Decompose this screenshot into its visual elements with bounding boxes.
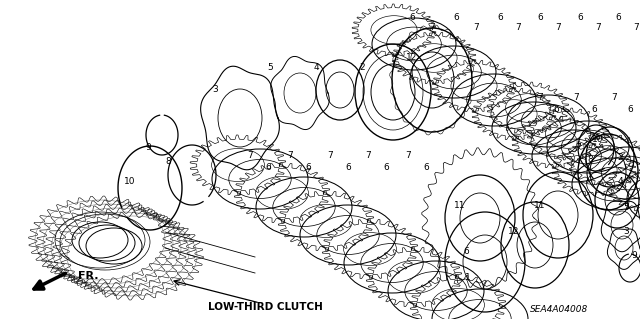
Text: 7: 7 (515, 24, 521, 33)
Text: 1: 1 (465, 273, 471, 283)
Text: 6: 6 (497, 13, 503, 23)
Text: 6: 6 (627, 106, 633, 115)
Text: 6: 6 (615, 13, 621, 23)
Text: 7: 7 (473, 24, 479, 33)
Text: 4: 4 (313, 63, 319, 72)
Text: LOW-THIRD CLUTCH: LOW-THIRD CLUTCH (207, 302, 323, 312)
Text: FR.: FR. (78, 271, 99, 281)
Text: 4: 4 (617, 177, 623, 187)
Text: 6: 6 (453, 13, 459, 23)
Text: 7: 7 (247, 151, 253, 160)
Text: 7: 7 (575, 144, 581, 152)
Text: 7: 7 (429, 24, 435, 33)
Text: 6: 6 (591, 106, 597, 115)
Text: 11: 11 (454, 201, 466, 210)
Text: 6: 6 (577, 13, 583, 23)
Text: 6: 6 (383, 162, 389, 172)
Text: 7: 7 (405, 151, 411, 160)
Text: 6: 6 (305, 162, 311, 172)
Text: 7: 7 (537, 93, 543, 102)
Text: 6: 6 (553, 106, 559, 115)
Text: 5: 5 (623, 203, 629, 211)
Text: 12: 12 (508, 227, 520, 236)
Text: 7: 7 (327, 151, 333, 160)
Text: 7: 7 (633, 24, 639, 33)
Text: 8: 8 (165, 158, 171, 167)
Text: 2: 2 (359, 63, 365, 72)
Text: SEA4A04008: SEA4A04008 (530, 306, 588, 315)
Text: 6: 6 (345, 162, 351, 172)
Text: 7: 7 (595, 24, 601, 33)
Text: 7: 7 (365, 151, 371, 160)
Text: 6: 6 (463, 248, 469, 256)
Text: 9: 9 (631, 251, 637, 261)
Text: 7: 7 (611, 93, 617, 102)
Text: 8: 8 (587, 155, 593, 165)
Text: 10: 10 (124, 177, 136, 187)
Text: 6: 6 (423, 162, 429, 172)
Text: 5: 5 (267, 63, 273, 72)
Text: 7: 7 (555, 24, 561, 33)
Text: 6: 6 (265, 162, 271, 172)
Text: 6: 6 (594, 132, 600, 142)
Text: 9: 9 (145, 144, 151, 152)
Text: 7: 7 (573, 93, 579, 102)
Text: 3: 3 (623, 227, 629, 236)
Text: 10: 10 (592, 136, 604, 145)
Text: 12: 12 (406, 54, 418, 63)
Text: 11: 11 (534, 201, 546, 210)
Text: 6: 6 (537, 13, 543, 23)
Text: 2: 2 (617, 153, 623, 162)
Text: 7: 7 (287, 151, 293, 160)
Text: 3: 3 (212, 85, 218, 94)
Text: 6: 6 (409, 13, 415, 23)
